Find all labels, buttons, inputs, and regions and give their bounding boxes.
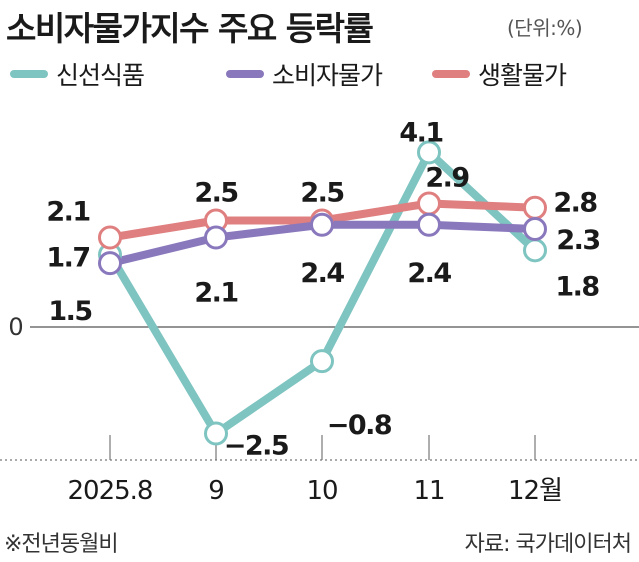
data-point-2-0 (98, 225, 122, 250)
legend-item-fresh-food: 신선식품 (10, 56, 145, 92)
data-point-1-0 (98, 251, 122, 276)
y-tick-label-0: 0 (8, 313, 23, 341)
data-label-2-3: 2.9 (425, 162, 469, 193)
data-label-1-3: 2.4 (407, 258, 451, 289)
data-label-0-2: −0.8 (327, 410, 392, 441)
data-label-1-0: 1.5 (48, 296, 91, 327)
data-label-2-4: 2.8 (553, 188, 597, 219)
legend-swatch-fresh-food (10, 70, 48, 78)
data-label-2-0: 2.1 (46, 197, 89, 228)
data-point-0-1 (204, 421, 228, 446)
data-point-0-3 (417, 140, 441, 165)
legend-label-cpi: 소비자물가 (272, 61, 383, 90)
x-tick-label-2: 10 (306, 476, 337, 506)
data-point-1-4 (523, 217, 547, 242)
data-point-2-4 (523, 195, 547, 220)
legend: 신선식품 소비자물가 생활물가 (0, 56, 639, 90)
data-point-1-1 (204, 225, 228, 250)
data-label-1-4: 2.3 (556, 225, 599, 256)
x-tick-label-1: 9 (208, 476, 224, 506)
x-tick-label-3: 11 (413, 476, 444, 506)
data-label-0-1: −2.5 (224, 431, 288, 462)
data-label-2-2: 2.5 (300, 178, 343, 209)
x-tick-label-4: 12월 (508, 476, 562, 506)
footnote: ※전년동월비 (4, 532, 119, 557)
unit-label: (단위:%) (507, 16, 583, 40)
data-point-1-2 (310, 212, 334, 237)
legend-swatch-living-cost (432, 70, 470, 78)
data-label-1-1: 2.1 (194, 278, 237, 309)
data-label-0-4: 1.8 (555, 271, 599, 302)
data-point-0-2 (310, 349, 334, 374)
legend-label-living-cost: 생활물가 (478, 61, 567, 90)
data-label-2-1: 2.5 (194, 178, 237, 209)
source-credit: 자료: 국가데이터처 (464, 532, 632, 557)
data-label-0-3: 4.1 (399, 117, 442, 148)
data-point-0-4 (523, 238, 547, 263)
data-point-1-3 (417, 212, 441, 237)
data-label-1-2: 2.4 (300, 258, 344, 289)
data-label-0-0: 1.7 (46, 243, 89, 274)
legend-item-cpi: 소비자물가 (226, 56, 383, 92)
legend-item-living-cost: 생활물가 (432, 56, 567, 92)
data-point-2-3 (417, 191, 441, 216)
legend-swatch-cpi (226, 70, 264, 78)
x-tick-label-0: 2025.8 (68, 476, 153, 506)
legend-label-fresh-food: 신선식품 (56, 61, 145, 90)
chart-title: 소비자물가지수 주요 등락률 (6, 9, 374, 48)
